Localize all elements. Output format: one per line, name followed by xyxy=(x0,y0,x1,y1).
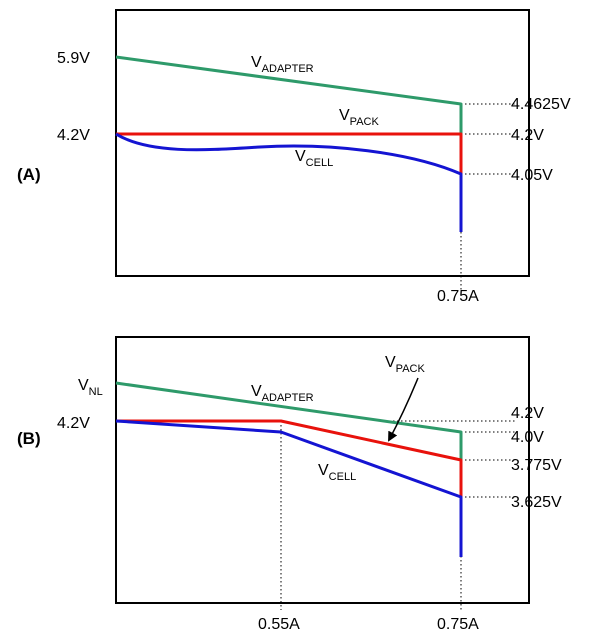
panel-a-adapter-trace xyxy=(115,55,463,134)
panel-b-label-0-75a: 0.75A xyxy=(437,616,479,633)
panel-a: 5.9V 4.2V (A) 4.4625V 4.2V 4.05V 0.75A V… xyxy=(17,9,571,305)
panel-b-pack-trace xyxy=(116,419,463,497)
panel-b-frame xyxy=(115,336,530,604)
panel-b-label-3-625v: 3.625V xyxy=(511,494,562,511)
panel-a-tag: (A) xyxy=(17,165,41,184)
panel-a-label-5-9v: 5.9V xyxy=(57,50,90,67)
panel-b-label-4-2v-left: 4.2V xyxy=(57,415,90,432)
panel-b-cell-trace xyxy=(115,419,463,557)
panel-a-label-4-05v: 4.05V xyxy=(511,167,553,184)
panel-a-label-0-75a: 0.75A xyxy=(437,288,479,305)
panel-b-label-0-55a: 0.55A xyxy=(258,616,300,633)
panel-b-pack-arrow xyxy=(388,377,419,442)
panel-a-v-cell-label: VCELL xyxy=(295,148,333,169)
panel-a-v-adapter-label: VADAPTER xyxy=(251,54,314,75)
panel-b-tag: (B) xyxy=(17,429,41,448)
panel-a-frame xyxy=(115,9,530,277)
panel-b-adapter-trace xyxy=(115,381,463,460)
panel-a-pack-trace xyxy=(116,132,463,174)
panel-a-v-pack-label: VPACK xyxy=(339,107,379,128)
panel-b-label-3-775v: 3.775V xyxy=(511,457,562,474)
panel-a-label-4-2v-right: 4.2V xyxy=(511,127,544,144)
panel-b-v-adapter-label: VADAPTER xyxy=(251,383,314,404)
panel-b-v-pack-label: VPACK xyxy=(385,354,425,375)
panel-a-label-4-2v-left: 4.2V xyxy=(57,127,90,144)
panel-a-label-4-4625v: 4.4625V xyxy=(511,96,571,113)
panel-b-v-cell-label: VCELL xyxy=(318,462,356,483)
panel-b-v-nl-label: VNL xyxy=(78,377,103,398)
panel-b-label-4-0v: 4.0V xyxy=(511,429,544,446)
panel-a-cell-trace xyxy=(115,132,463,232)
panel-b-label-4-2v-right: 4.2V xyxy=(511,405,544,422)
panel-b: VNL 4.2V (B) 4.2V 4.0V 3.775V 3.625V 0.5… xyxy=(17,336,562,633)
